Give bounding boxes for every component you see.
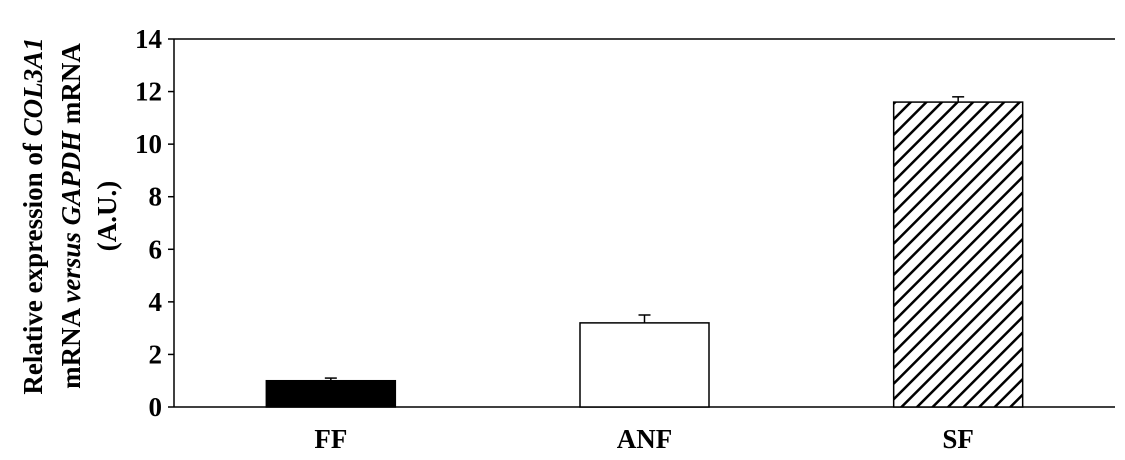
y-tick-label: 14 bbox=[135, 24, 162, 54]
y-axis-label-line: mRNA versus GAPDH mRNA bbox=[56, 43, 86, 389]
y-tick-label: 2 bbox=[149, 339, 163, 369]
x-category-label: SF bbox=[942, 424, 974, 454]
bars bbox=[265, 101, 1024, 408]
x-category-label: FF bbox=[314, 424, 347, 454]
bar-anf bbox=[579, 322, 710, 408]
y-tick-label: 0 bbox=[149, 392, 163, 422]
y-tick-label: 6 bbox=[149, 234, 163, 264]
bar-sf bbox=[892, 101, 1024, 408]
y-tick-label: 8 bbox=[149, 182, 163, 212]
bar-ff bbox=[265, 379, 397, 408]
x-axis-labels: FF ANF SF bbox=[314, 424, 974, 454]
y-tick-label: 10 bbox=[135, 129, 162, 159]
x-category-label: ANF bbox=[617, 424, 673, 454]
error-bars bbox=[324, 96, 965, 381]
y-axis-label-line: Relative expression of COL3A1 bbox=[18, 37, 48, 394]
y-axis-ticks: 0 2 4 6 8 10 12 14 bbox=[135, 24, 174, 422]
y-axis-label-line: (A.U.) bbox=[92, 181, 122, 251]
y-tick-label: 4 bbox=[149, 287, 163, 317]
y-tick-label: 12 bbox=[135, 77, 162, 107]
y-axis-label: Relative expression of COL3A1 mRNA versus… bbox=[18, 37, 122, 394]
